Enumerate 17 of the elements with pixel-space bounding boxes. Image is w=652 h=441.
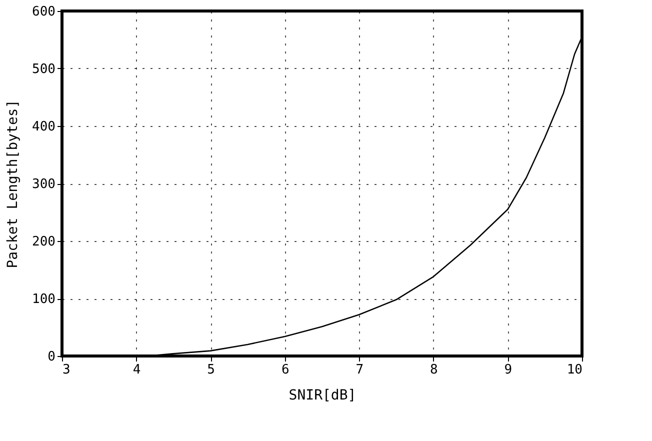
y-tick-label: 500 bbox=[32, 62, 56, 77]
x-tick-label: 5 bbox=[207, 362, 215, 378]
x-axis-title: SNIR[dB] bbox=[288, 388, 356, 404]
x-tick-label: 4 bbox=[132, 362, 141, 378]
y-tick-label: 0 bbox=[48, 350, 56, 364]
x-tick-label: 3 bbox=[62, 362, 70, 378]
y-tick-label: 400 bbox=[32, 120, 56, 134]
y-tick-label: 100 bbox=[32, 292, 56, 307]
x-tick-label: 8 bbox=[430, 362, 438, 378]
x-tick-label: 9 bbox=[504, 362, 512, 378]
y-tick-label: 200 bbox=[32, 234, 56, 250]
y-axis-title: Packet Length[bytes] bbox=[5, 100, 22, 268]
y-tick-label: 300 bbox=[32, 177, 56, 192]
y-tick-label: 600 bbox=[32, 4, 56, 20]
x-tick-label: 6 bbox=[281, 362, 290, 378]
x-tick-label: 10 bbox=[566, 362, 582, 378]
x-tick-label: 7 bbox=[356, 362, 364, 378]
